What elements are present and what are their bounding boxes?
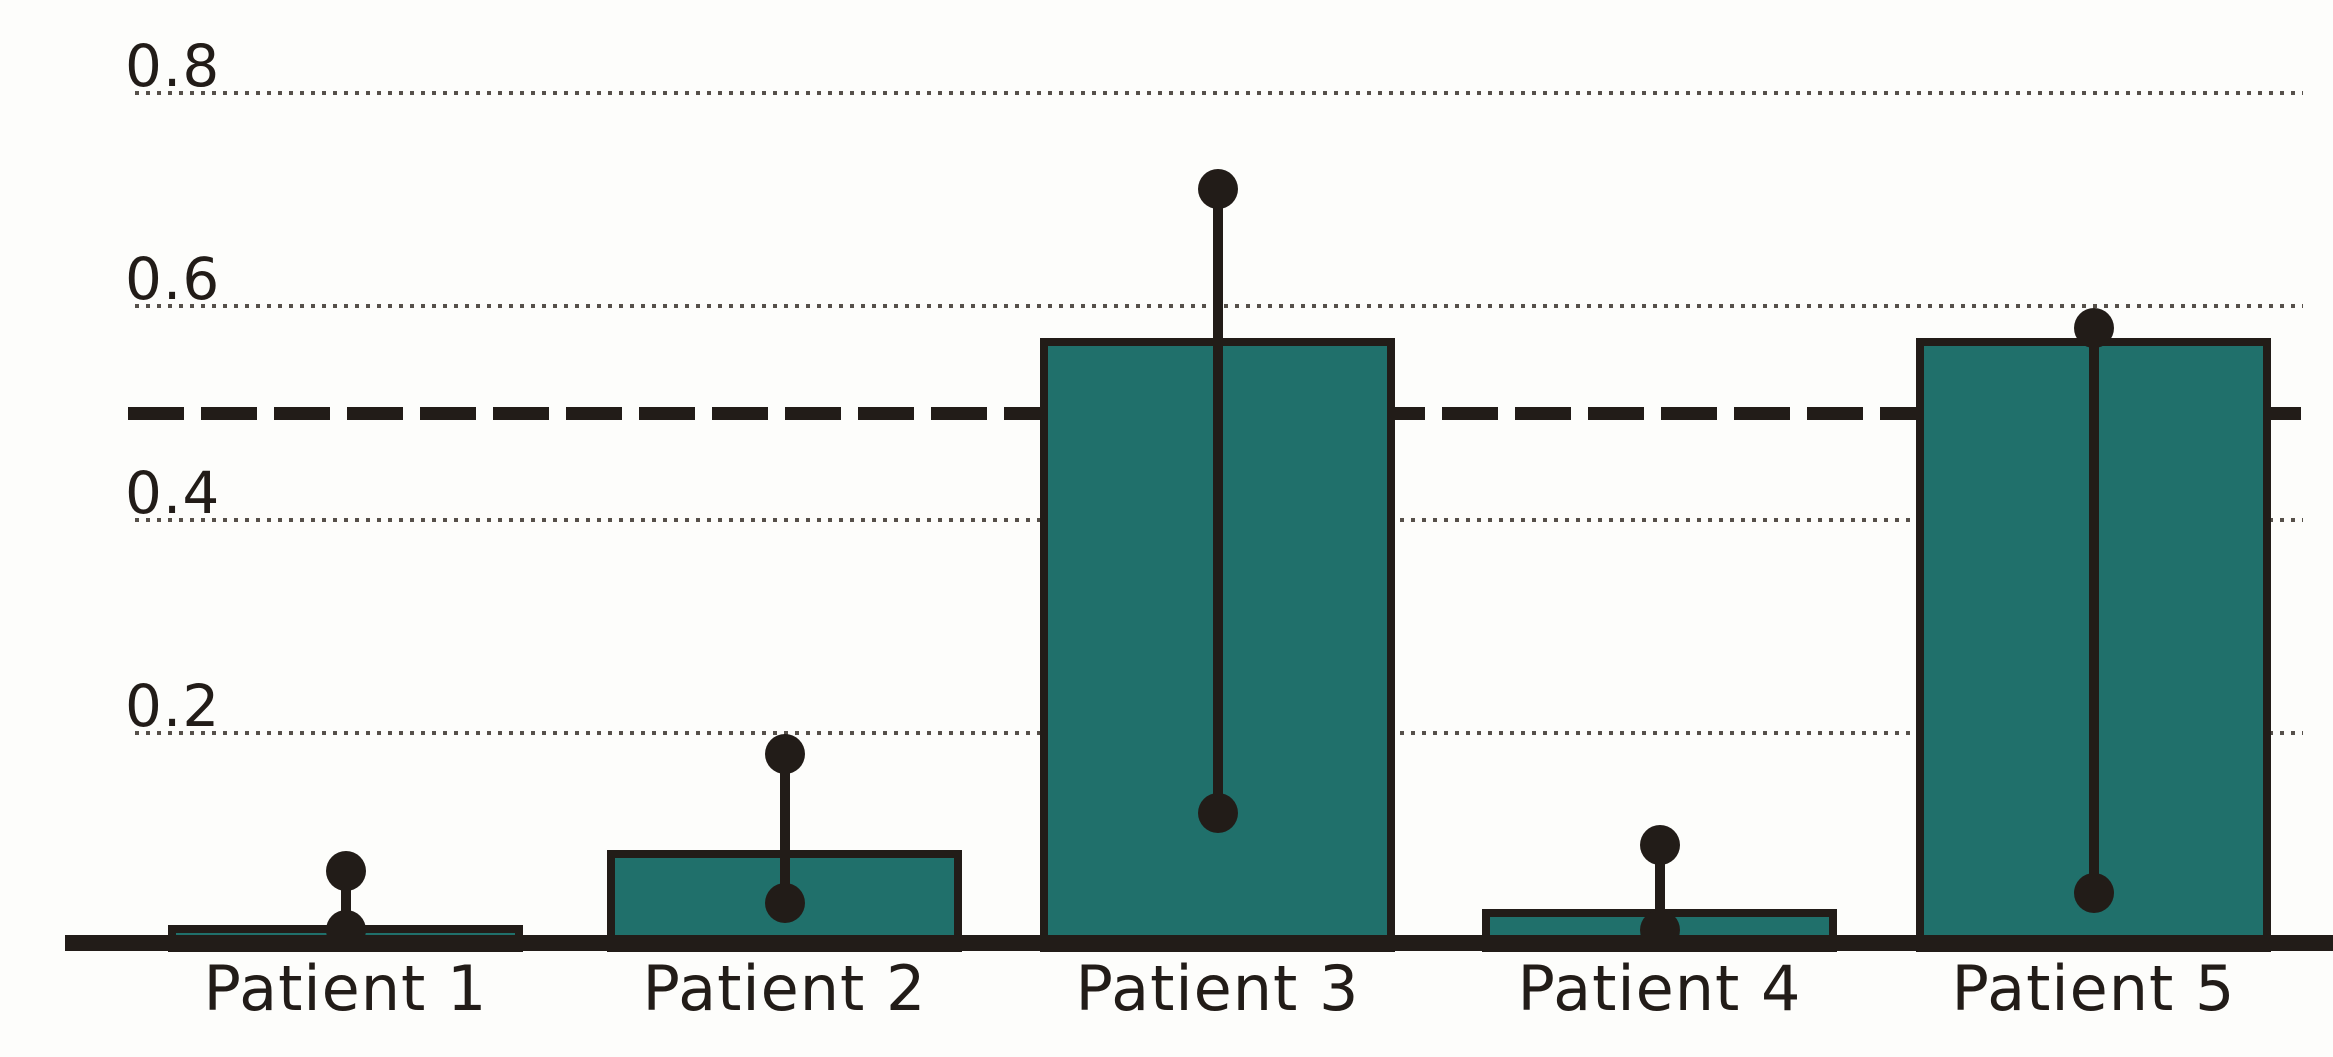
- errorbar-low-dot-patient-2: [765, 883, 805, 923]
- errorbar-line-patient-5: [2089, 328, 2099, 893]
- y-tick-label-0.2: 0.2: [125, 676, 220, 736]
- y-tick-label-0.6: 0.6: [125, 249, 220, 309]
- x-tick-label-patient-5: Patient 5: [1794, 956, 2333, 1022]
- x-axis-line: [65, 935, 2333, 951]
- errorbar-line-patient-2: [780, 754, 790, 903]
- errorbar-high-dot-patient-2: [765, 734, 805, 774]
- errorbar-high-dot-patient-5: [2074, 308, 2114, 348]
- errorbar-low-dot-patient-3: [1198, 793, 1238, 833]
- errorbar-high-dot-patient-4: [1640, 825, 1680, 865]
- y-tick-label-0.8: 0.8: [125, 36, 220, 96]
- y-tick-label-0.4: 0.4: [125, 463, 220, 523]
- errorbar-line-patient-3: [1213, 189, 1223, 813]
- errorbar-high-dot-patient-3: [1198, 169, 1238, 209]
- errorbar-high-dot-patient-1: [326, 851, 366, 891]
- errorbar-low-dot-patient-5: [2074, 873, 2114, 913]
- gridline-0.8: [135, 91, 2303, 95]
